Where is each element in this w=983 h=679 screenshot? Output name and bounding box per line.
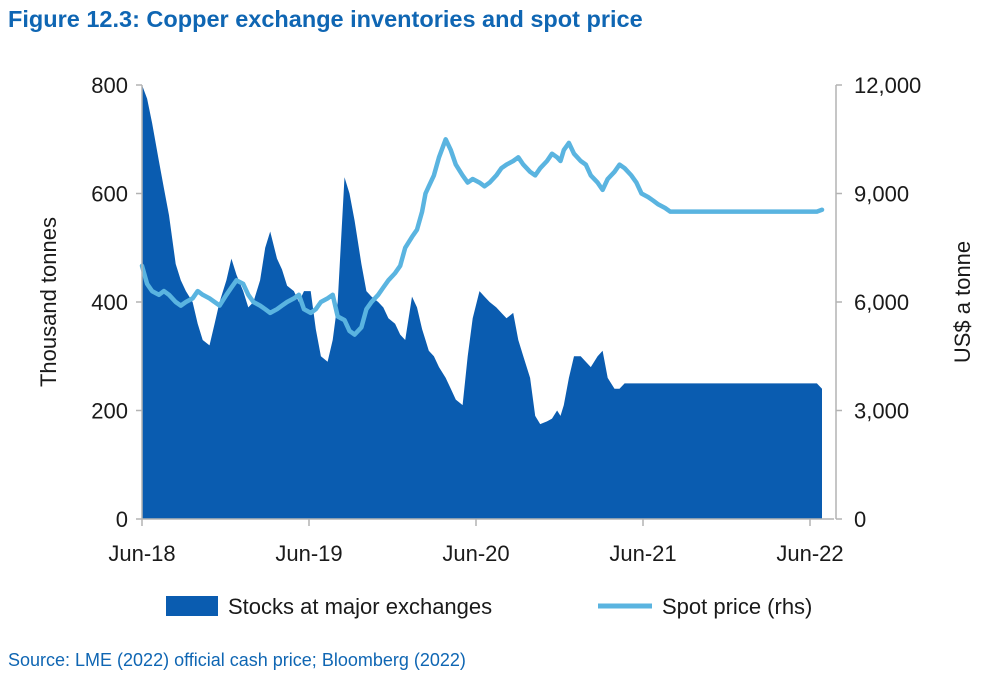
- x-tick-label: Jun-22: [776, 541, 843, 566]
- legend: Stocks at major exchanges Spot price (rhs…: [166, 594, 812, 619]
- spot-price-line: [139, 137, 825, 337]
- x-tick-label: Jun-18: [108, 541, 175, 566]
- y-tick-label: 200: [91, 399, 128, 424]
- legend-label-spot: Spot price (rhs): [662, 594, 812, 619]
- y2-tick-label: 12,000: [854, 73, 921, 98]
- y-tick-label: 0: [116, 507, 128, 532]
- y2-axis-title: US$ a tonne: [950, 241, 975, 363]
- y2-tick-label: 6,000: [854, 290, 909, 315]
- x-tick-label: Jun-20: [442, 541, 509, 566]
- y-tick-label: 800: [91, 73, 128, 98]
- y-tick-label: 400: [91, 290, 128, 315]
- y2-tick-label: 3,000: [854, 399, 909, 424]
- x-tick-label: Jun-19: [275, 541, 342, 566]
- source-note: Source: LME (2022) official cash price; …: [8, 650, 466, 670]
- y-tick-label: 600: [91, 182, 128, 207]
- y2-tick-label: 9,000: [854, 182, 909, 207]
- axes: 0 200 400 600 800 0 3,000 6,000 9,000 12,000 Jun-1…: [36, 73, 975, 566]
- y2-tick-label: 0: [854, 507, 866, 532]
- legend-label-stocks: Stocks at major exchanges: [228, 594, 492, 619]
- stocks-area: [142, 85, 822, 519]
- x-tick-label: Jun-21: [609, 541, 676, 566]
- chart-title: Figure 12.3: Copper exchange inventories…: [8, 6, 643, 32]
- legend-swatch-stocks: [166, 596, 218, 616]
- y-axis-title: Thousand tonnes: [36, 217, 61, 387]
- plot-area: [139, 85, 825, 519]
